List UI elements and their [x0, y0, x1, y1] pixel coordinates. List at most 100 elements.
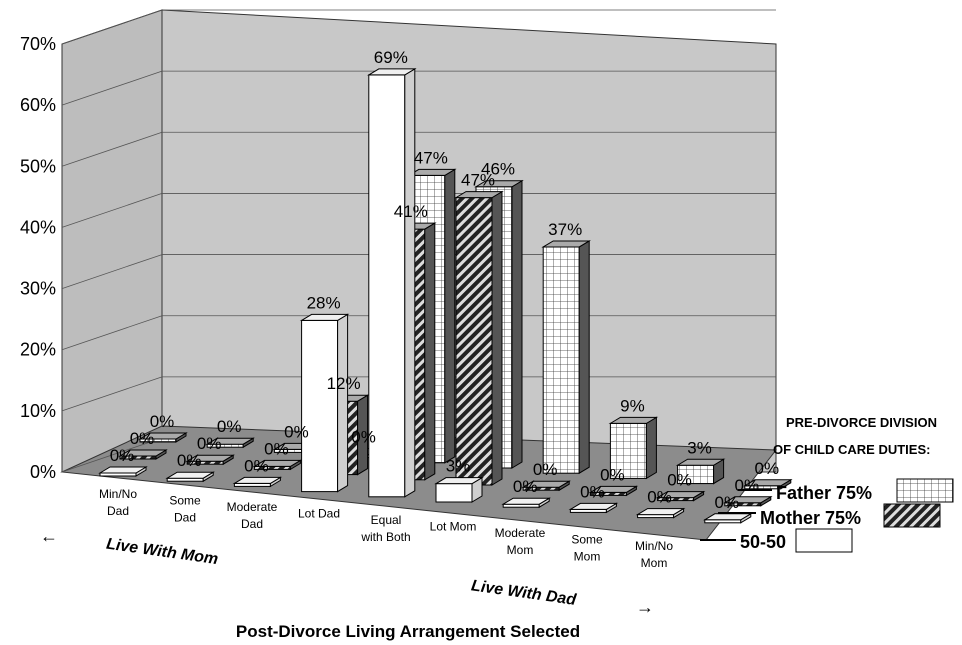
data-label: 0%: [110, 446, 135, 465]
bar-50-50-9: [702, 512, 753, 524]
bar-50-50-4: [366, 68, 417, 498]
bar-father-75--1: [205, 437, 256, 449]
y-tick-label: 40%: [20, 217, 56, 237]
x-tick-label: Some: [571, 533, 603, 547]
gridline-side: [61, 131, 163, 167]
x-tick-label: Equal: [371, 513, 402, 527]
bar-mother-75--0: [118, 449, 168, 460]
data-label: 0%: [647, 488, 672, 507]
data-label: 9%: [620, 396, 645, 415]
data-label: 47%: [414, 148, 448, 167]
x-tick-label: Moderate: [495, 526, 546, 540]
bar-father-75--9: [742, 478, 793, 490]
y-tick-label: 0%: [30, 462, 56, 482]
x-tick-label: Lot Mom: [430, 520, 477, 534]
bar-father-75--6: [541, 240, 592, 475]
y-tick-label: 50%: [20, 156, 56, 176]
category-labels: Min/No Dad Some Dad Moderate Dad Lot Dad Equal w…: [99, 487, 673, 570]
gridline-side: [61, 254, 163, 289]
bar-father-75--0: [138, 432, 188, 443]
left-arrow: ←: [40, 526, 58, 546]
bar-father-75--8: [675, 458, 726, 485]
bar-father-75--7: [608, 416, 659, 480]
x-tick-label: Dad: [241, 517, 263, 531]
data-label: 37%: [548, 220, 582, 239]
bar-mother-75--1: [185, 454, 236, 466]
gridline-side: [61, 437, 163, 473]
right-group-label: Live With Dad: [470, 577, 578, 609]
bar-50-50-8: [635, 507, 686, 519]
data-label: 41%: [394, 202, 428, 221]
data-label: 0%: [715, 493, 740, 512]
right-arrow: →: [636, 597, 654, 617]
gridline-side: [61, 9, 163, 45]
bar-mother-75--6: [521, 480, 572, 492]
data-label: 0%: [600, 465, 625, 484]
bars-layer: [98, 68, 793, 524]
side-wall: [61, 9, 163, 473]
x-tick-label: with Both: [360, 530, 410, 544]
data-label: 0%: [513, 477, 538, 496]
data-label: 3%: [687, 438, 712, 457]
x-tick-label: Mom: [507, 543, 534, 557]
bar-50-50-1: [165, 471, 216, 483]
legend-swatch-5050: [795, 528, 853, 553]
data-label: 0%: [284, 422, 309, 441]
bar-mother-75--9: [722, 495, 773, 507]
data-label: 0%: [264, 439, 289, 458]
y-tick-label: 70%: [20, 34, 56, 54]
data-label: 0%: [150, 412, 175, 431]
data-label: 12%: [327, 374, 361, 393]
bar-mother-75--2: [252, 459, 303, 471]
y-axis-ticks: 0% 10% 20% 30% 40% 50% 60% 70%: [20, 34, 56, 482]
bar-50-50-0: [98, 466, 148, 477]
data-label: 47%: [461, 171, 495, 190]
bar-mother-75--7: [588, 485, 639, 497]
x-tick-label: Min/No: [99, 487, 137, 501]
data-label: 3%: [446, 457, 471, 476]
data-label: 28%: [307, 293, 341, 312]
legend-title-line1: PRE-DIVORCE DIVISION: [786, 415, 937, 430]
legend-label-father: Father 75%: [776, 483, 872, 503]
legend-label-mother: Mother 75%: [760, 508, 861, 528]
data-label: 0%: [130, 429, 155, 448]
bar-50-50-6: [501, 497, 552, 509]
legend-swatch-mother: [883, 503, 941, 528]
gridline-side: [61, 70, 163, 106]
bar-50-50-7: [568, 502, 619, 514]
legend-swatch-father: [896, 478, 954, 503]
data-label: 0%: [177, 451, 202, 470]
data-label: 0%: [580, 482, 605, 501]
x-axis-title: Post-Divorce Living Arrangement Selected: [236, 622, 580, 641]
x-tick-label: Dad: [107, 504, 129, 518]
x-tick-label: Mom: [641, 556, 668, 570]
bar-50-50-2: [232, 476, 283, 488]
bar-mother-75--8: [655, 490, 706, 502]
bar-mother-75--5: [454, 190, 504, 486]
y-tick-label: 20%: [20, 340, 56, 360]
data-label: 0%: [667, 471, 692, 490]
legend: PRE-DIVORCE DIVISION OF CHILD CARE DUTIE…: [700, 415, 954, 553]
data-label: 0%: [533, 460, 558, 479]
gridline-side: [61, 376, 163, 412]
data-labels-layer: 0% 0% 0% 0%47%46%37%9%3%0%0% 0% 0%12%41%47%0%…: [110, 48, 779, 512]
legend-label-5050: 50-50: [740, 532, 786, 552]
data-label: 46%: [481, 160, 515, 179]
y-tick-label: 60%: [20, 95, 56, 115]
data-label: 69%: [374, 48, 408, 67]
gridline-side: [61, 315, 163, 351]
data-label: 0%: [217, 417, 242, 436]
x-tick-label: Moderate: [227, 500, 278, 514]
x-tick-label: Dad: [174, 511, 196, 525]
data-label: 0%: [755, 459, 780, 478]
data-label: 0%: [244, 456, 269, 475]
x-tick-label: Lot Dad: [298, 507, 340, 521]
bar-50-50-3: [299, 313, 350, 493]
legend-title-line2: OF CHILD CARE DUTIES:: [773, 442, 930, 457]
left-group-label: Live With Mom: [105, 536, 219, 569]
data-label: 0%: [351, 428, 376, 447]
bar-50-50-5: [434, 476, 484, 503]
y-tick-label: 30%: [20, 279, 56, 299]
x-tick-label: Min/No: [635, 539, 673, 553]
